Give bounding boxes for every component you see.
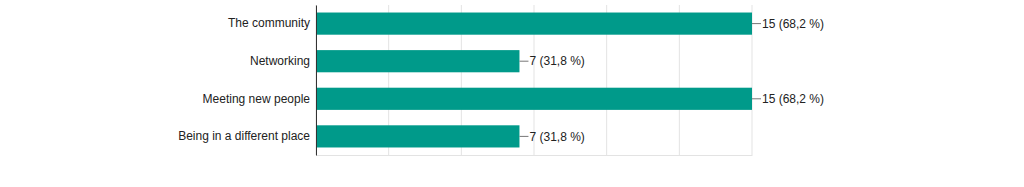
tick: Meeting new people — [203, 92, 316, 106]
tick: The community — [228, 16, 316, 30]
y-axis-line — [316, 6, 317, 156]
y-axis: The community Networking Meeting new peopl… — [178, 6, 316, 156]
data-label: 15 (68,2 %) — [762, 17, 824, 31]
label-leader — [752, 23, 761, 24]
tick-label: The community — [228, 16, 310, 30]
data-label: 7 (31,8 %) — [529, 54, 584, 68]
label-leader — [752, 98, 761, 99]
bar — [316, 125, 519, 147]
bar — [316, 88, 752, 110]
tick-label: Being in a different place — [178, 129, 310, 143]
tick-label: Meeting new people — [203, 92, 311, 106]
bars — [316, 13, 752, 148]
tick: Being in a different place — [178, 129, 316, 143]
x-axis — [317, 155, 753, 156]
data-label: 15 (68,2 %) — [762, 92, 824, 106]
tick: Networking — [250, 54, 316, 68]
chart: The community Networking Meeting new peopl… — [0, 0, 1024, 187]
data-labels: 15 (68,2 %) 7 (31,8 %) 15 (68,2 %) 7 (31,8 … — [519, 17, 824, 144]
grid-line — [316, 5, 317, 155]
x-axis-line — [317, 155, 753, 156]
label-leader — [519, 136, 528, 137]
data-label: 7 (31,8 %) — [529, 130, 584, 144]
bar — [316, 50, 519, 72]
bar — [316, 13, 752, 35]
grid — [316, 5, 752, 155]
label-leader — [519, 61, 528, 62]
tick-label: Networking — [250, 54, 310, 68]
